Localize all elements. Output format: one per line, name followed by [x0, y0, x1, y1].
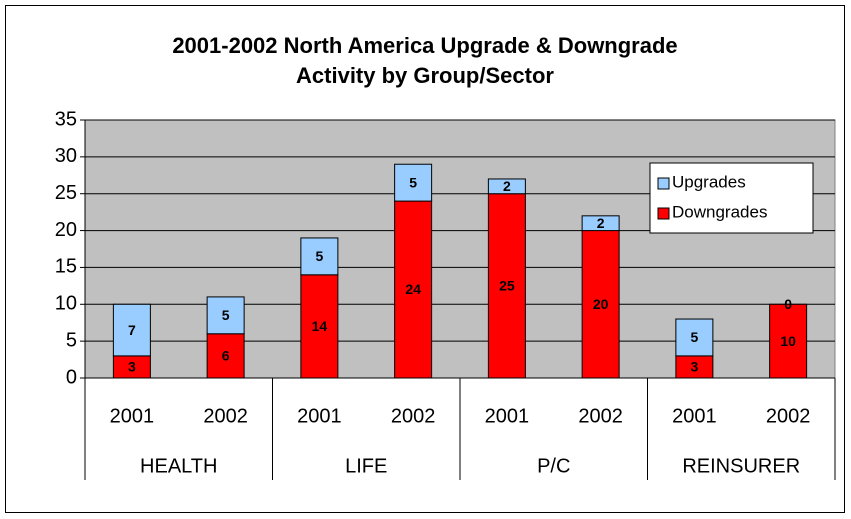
bar-segment: [206, 333, 245, 379]
bar-segment: [487, 193, 526, 379]
chart-title: 2001-2002 North America Upgrade & Downgr…: [172, 33, 677, 58]
x-tick-label: 2002: [766, 405, 811, 427]
x-tick-label: 2001: [110, 405, 155, 427]
bar-segment: [394, 163, 433, 202]
legend-label: Upgrades: [672, 172, 746, 191]
bar-segment: [581, 230, 620, 379]
x-tick-label: 2001: [485, 405, 530, 427]
x-tick-label: 2002: [391, 405, 436, 427]
x-tick-label: 2002: [203, 405, 248, 427]
data-label: 3: [128, 359, 136, 375]
legend: [649, 162, 814, 234]
data-label: 7: [128, 322, 136, 338]
bar-segment: [112, 303, 151, 357]
data-label: 20: [593, 296, 609, 312]
data-label: 2: [503, 178, 511, 194]
bar-segment: [300, 237, 339, 276]
y-tick-label: 25: [55, 182, 77, 204]
legend-swatch: [657, 207, 670, 220]
data-label: 10: [780, 333, 796, 349]
data-label: 5: [315, 248, 323, 264]
data-label: 5: [690, 329, 698, 345]
group-label: P/C: [537, 455, 570, 477]
data-label: 2: [597, 215, 605, 231]
data-label: 3: [690, 359, 698, 375]
data-label: 0: [784, 296, 792, 312]
plot-area: [84, 119, 836, 379]
bar-segment: [206, 296, 245, 335]
y-tick-label: 0: [66, 366, 77, 388]
y-tick-label: 20: [55, 219, 77, 241]
group-label: LIFE: [345, 455, 387, 477]
data-label: 5: [409, 174, 417, 190]
group-label: REINSURER: [682, 455, 800, 477]
data-label: 25: [499, 278, 515, 294]
bar-segment: [394, 200, 433, 379]
y-tick-label: 5: [66, 329, 77, 351]
legend-swatch: [657, 177, 670, 190]
group-label: HEALTH: [140, 455, 217, 477]
y-tick-label: 30: [55, 145, 77, 167]
y-tick-label: 15: [55, 256, 77, 278]
chart-title: Activity by Group/Sector: [296, 63, 554, 88]
data-label: 24: [405, 281, 421, 297]
x-tick-label: 2001: [672, 405, 717, 427]
bar-segment: [581, 215, 620, 232]
bar-segment: [300, 274, 339, 379]
y-tick-label: 35: [55, 108, 77, 130]
data-label: 14: [312, 318, 328, 334]
legend-label: Downgrades: [672, 202, 767, 221]
data-label: 6: [222, 348, 230, 364]
x-tick-label: 2001: [297, 405, 342, 427]
bar-segment: [769, 303, 808, 379]
bar-segment: [675, 318, 714, 357]
data-label: 5: [222, 307, 230, 323]
y-tick-label: 10: [55, 293, 77, 315]
bar-segment: [487, 178, 526, 195]
x-tick-label: 2002: [578, 405, 623, 427]
